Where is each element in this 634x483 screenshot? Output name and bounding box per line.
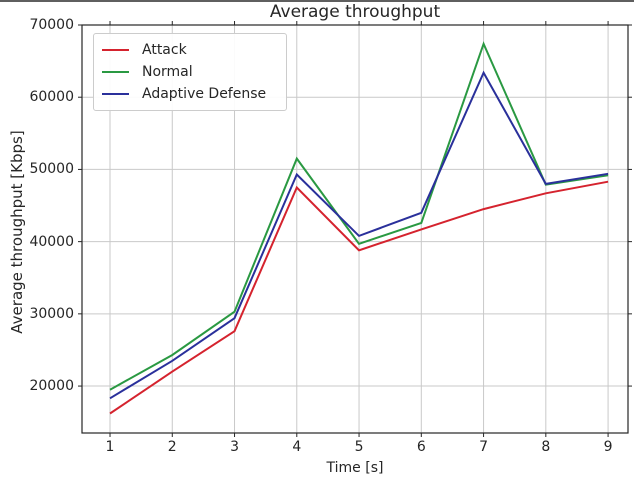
- y-tick-label: 70000: [29, 17, 74, 33]
- legend: Attack Normal Adaptive Defense: [93, 33, 287, 111]
- x-tick-label: 8: [541, 439, 551, 455]
- y-tick-label: 20000: [29, 378, 74, 395]
- figure-top-border: [0, 0, 634, 2]
- chart-title: Average throughput: [269, 2, 441, 22]
- legend-swatch: [102, 93, 129, 95]
- y-tick-label: 30000: [29, 305, 74, 322]
- series-line-normal: [109, 41, 609, 391]
- series-line-adaptive-defense: [109, 70, 609, 400]
- x-tick-label: 6: [416, 439, 426, 455]
- legend-label: Normal: [142, 64, 193, 80]
- x-tick-label: 3: [230, 439, 239, 455]
- legend-item-attack: Attack: [102, 39, 278, 61]
- x-tick-label: 1: [105, 439, 115, 455]
- legend-swatch: [102, 49, 129, 51]
- x-tick-label: 7: [479, 439, 488, 455]
- axes-frame: [81, 24, 629, 434]
- x-tick-label: 5: [354, 439, 364, 455]
- y-tick-label: 50000: [29, 161, 74, 178]
- y-tick-label: 40000: [29, 233, 74, 250]
- x-tick-label: 9: [603, 439, 613, 455]
- x-tick-label: 4: [292, 439, 302, 455]
- legend-item-normal: Normal: [102, 61, 278, 83]
- y-tick-label: 60000: [29, 89, 74, 106]
- legend-swatch: [102, 71, 129, 73]
- series-line-attack: [109, 180, 609, 415]
- x-axis-label: Time [s]: [326, 460, 384, 476]
- legend-label: Adaptive Defense: [142, 86, 267, 102]
- x-tick-label: 2: [167, 439, 177, 455]
- legend-label: Attack: [142, 42, 187, 58]
- legend-item-adaptive-defense: Adaptive Defense: [102, 83, 278, 105]
